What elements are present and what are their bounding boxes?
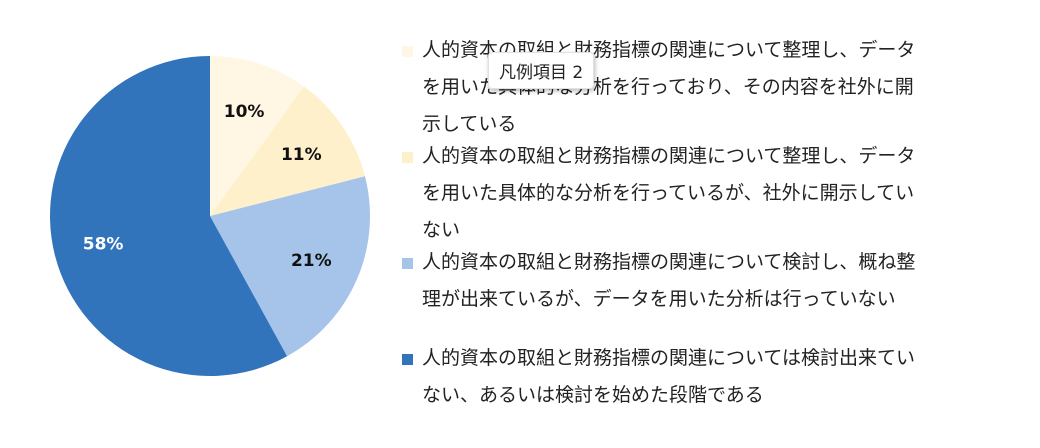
legend-text-4: 人的資本の取組と財務指標の関連については検討出来てい ない、あるいは検討を始めた…	[422, 347, 916, 406]
legend-tooltip: 凡例項目 2	[488, 52, 595, 89]
pie-chart: 10% 11% 21% 58%	[50, 56, 370, 376]
legend-marker-4	[402, 354, 413, 365]
legend-text-3: 人的資本の取組と財務指標の関連について検討し、概ね整 理が出来ているが、データを…	[422, 251, 916, 310]
data-label-3: 21%	[291, 251, 332, 271]
data-label-4: 58%	[83, 235, 124, 255]
data-label-2: 11%	[281, 145, 322, 165]
data-label-1: 10%	[224, 102, 265, 122]
pie-slice-1[interactable]	[210, 56, 305, 216]
legend-text-2: 人的資本の取組と財務指標の関連について整理し、データ を用いた具体的な分析を行っ…	[422, 145, 916, 241]
pie-slice-4[interactable]	[50, 56, 288, 376]
legend-marker-3	[402, 258, 413, 269]
legend-marker-1	[402, 46, 413, 57]
pie-slice-3[interactable]	[210, 176, 370, 357]
pie-slice-2[interactable]	[210, 86, 365, 216]
legend-marker-2	[402, 152, 413, 163]
